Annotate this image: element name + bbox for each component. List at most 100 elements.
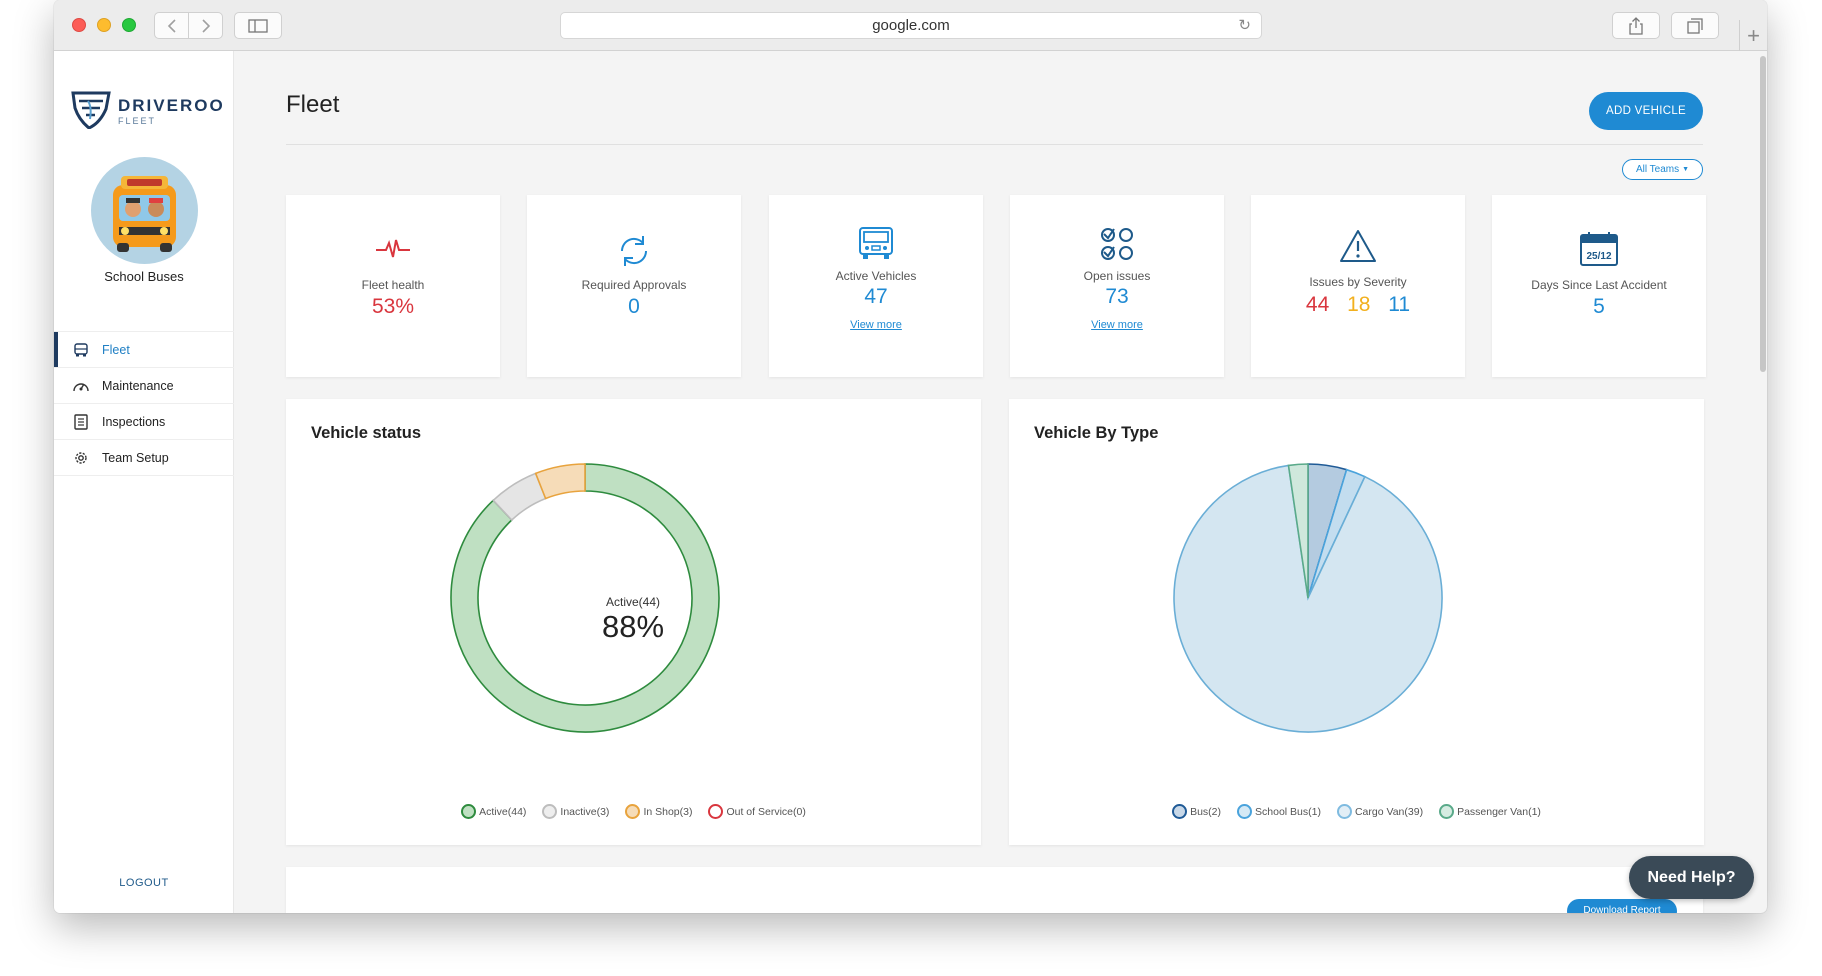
legend-item-cargo-van[interactable]: Cargo Van(39) — [1336, 804, 1424, 819]
bus-icon — [72, 341, 90, 359]
legend-label: Cargo Van(39) — [1354, 805, 1424, 818]
legend-swatch — [708, 804, 724, 819]
legend-item-in-shop[interactable]: In Shop(3) — [625, 804, 692, 819]
legend-swatch — [1439, 804, 1455, 819]
share-icon — [1629, 16, 1643, 35]
page-scrollbar[interactable] — [1760, 56, 1766, 372]
legend-item-passenger-van[interactable]: Passenger Van(1) — [1439, 804, 1541, 819]
close-window-button[interactable] — [72, 18, 86, 32]
legend-label: Inactive(3) — [560, 805, 610, 818]
nav-item-label: Maintenance — [102, 378, 174, 393]
nav-list: Fleet Maintenance Inspections Team Setup — [54, 331, 234, 476]
donut-center-label: Active(44) — [606, 595, 660, 609]
nav-item-inspections[interactable]: Inspections — [54, 404, 234, 440]
legend-swatch — [461, 804, 477, 819]
download-report-button[interactable]: Download Report — [1567, 899, 1677, 913]
refresh-icon — [527, 233, 741, 269]
severity-values: 44 18 11 — [1251, 293, 1465, 317]
caret-down-icon: ▼ — [1682, 166, 1690, 173]
chevron-right-icon — [201, 18, 210, 33]
calendar-date-text: 25/12 — [1586, 251, 1611, 262]
checklist-icon — [72, 413, 90, 431]
main-content: Fleet ADD VEHICLE All Teams ▼ Fleet heal… — [234, 51, 1767, 913]
active-vehicles-card[interactable]: Active Vehicles 47 View more — [769, 195, 983, 377]
brand-name: DRIVEROO — [118, 96, 225, 115]
heartbeat-icon — [286, 237, 500, 261]
teams-filter-label: All Teams — [1635, 164, 1680, 175]
legend-label: Bus(2) — [1190, 805, 1222, 818]
sidebar-toggle-button[interactable] — [234, 12, 282, 39]
legend-item-inactive[interactable]: Inactive(3) — [542, 804, 609, 819]
slice-active[interactable] — [450, 463, 720, 733]
tabs-overview-button[interactable] — [1671, 12, 1719, 39]
driveroo-logo: DRIVEROO FLEET — [70, 89, 230, 129]
vehicle-status-panel: Vehicle status Active(44) 88% Active(44)… — [286, 399, 981, 845]
severity-medium-value: 18 — [1347, 293, 1371, 316]
slice-in-shop[interactable] — [534, 463, 586, 500]
reload-icon[interactable]: ↻ — [1238, 17, 1251, 34]
legend-swatch — [1172, 804, 1188, 819]
minimize-window-button[interactable] — [97, 18, 111, 32]
legend-label: Passenger Van(1) — [1457, 805, 1541, 818]
nav-item-label: Inspections — [102, 414, 166, 429]
shield-logo-icon — [71, 91, 111, 129]
share-button[interactable] — [1612, 12, 1660, 39]
brand-subtitle: FLEET — [118, 116, 157, 126]
page-title: Fleet — [286, 91, 340, 118]
zoom-window-button[interactable] — [122, 18, 136, 32]
forward-button[interactable] — [188, 12, 223, 39]
slice-cargo-van[interactable] — [1173, 464, 1443, 733]
days-since-accident-label: Days Since Last Accident — [1531, 278, 1667, 292]
bus-front-icon — [769, 225, 983, 261]
browser-window: google.com ↻ + DRIVEROO FLEET — [54, 0, 1767, 913]
nav-item-team-setup[interactable]: Team Setup — [54, 440, 234, 476]
issues-by-severity-card[interactable]: Issues by Severity 44 18 11 — [1251, 195, 1465, 377]
legend-swatch — [1336, 804, 1352, 819]
teams-filter-dropdown[interactable]: All Teams ▼ — [1622, 159, 1703, 180]
fleet-health-card[interactable]: Fleet health 53% — [286, 195, 500, 377]
nav-item-maintenance[interactable]: Maintenance — [54, 368, 234, 404]
legend-swatch — [1237, 804, 1253, 819]
vehicle-by-type-title: Vehicle By Type — [1034, 424, 1159, 442]
gauge-icon — [72, 377, 90, 395]
back-button[interactable] — [154, 12, 189, 39]
add-vehicle-button[interactable]: ADD VEHICLE — [1589, 92, 1703, 130]
legend-swatch — [542, 804, 558, 819]
report-panel — [286, 867, 1703, 913]
need-help-button[interactable]: Need Help? — [1629, 856, 1754, 899]
legend-item-school-bus[interactable]: School Bus(1) — [1237, 804, 1321, 819]
vehicle-by-type-legend: Bus(2) School Bus(1) Cargo Van(39) Passe… — [1009, 804, 1704, 819]
logout-link[interactable]: LOGOUT — [119, 877, 169, 889]
active-vehicles-view-more-link[interactable]: View more — [850, 319, 902, 331]
address-bar[interactable]: google.com ↻ — [560, 12, 1262, 39]
tabs-icon — [1687, 17, 1703, 34]
legend-item-bus[interactable]: Bus(2) — [1172, 804, 1221, 819]
warning-triangle-icon — [1251, 229, 1465, 263]
legend-label: School Bus(1) — [1255, 805, 1321, 818]
nav-item-label: Team Setup — [102, 450, 169, 465]
legend-item-active[interactable]: Active(44) — [461, 804, 526, 819]
donut-center-value: 88% — [602, 609, 664, 644]
legend-swatch — [625, 804, 641, 819]
required-approvals-card[interactable]: Required Approvals 0 — [527, 195, 741, 377]
school-bus-illustration-icon — [113, 176, 176, 252]
nav-item-fleet[interactable]: Fleet — [54, 332, 234, 368]
open-issues-label: Open issues — [1083, 269, 1151, 283]
team-avatar[interactable] — [91, 157, 198, 264]
days-since-accident-card[interactable]: 25/12 Days Since Last Accident 5 — [1492, 195, 1706, 377]
nav-item-label: Fleet — [102, 342, 130, 357]
fleet-health-label: Fleet health — [361, 278, 425, 292]
legend-label: Out of Service(0) — [726, 805, 806, 818]
checklist-circles-icon — [1010, 225, 1224, 263]
vehicle-by-type-panel: Vehicle By Type Bus(2) School Bus(1) Car… — [1009, 399, 1704, 845]
open-issues-card[interactable]: Open issues 73 View more — [1010, 195, 1224, 377]
open-issues-view-more-link[interactable]: View more — [1091, 319, 1143, 331]
issues-by-severity-label: Issues by Severity — [1309, 275, 1407, 289]
new-tab-button[interactable]: + — [1739, 20, 1767, 51]
open-issues-value: 73 — [1105, 285, 1129, 308]
severity-high-value: 44 — [1305, 293, 1330, 316]
severity-low-value: 11 — [1388, 293, 1411, 316]
legend-item-out-of-service[interactable]: Out of Service(0) — [708, 804, 806, 819]
slice-passenger-van[interactable] — [1287, 463, 1309, 599]
vehicle-status-donut-chart: Active(44) 88% — [450, 463, 720, 733]
